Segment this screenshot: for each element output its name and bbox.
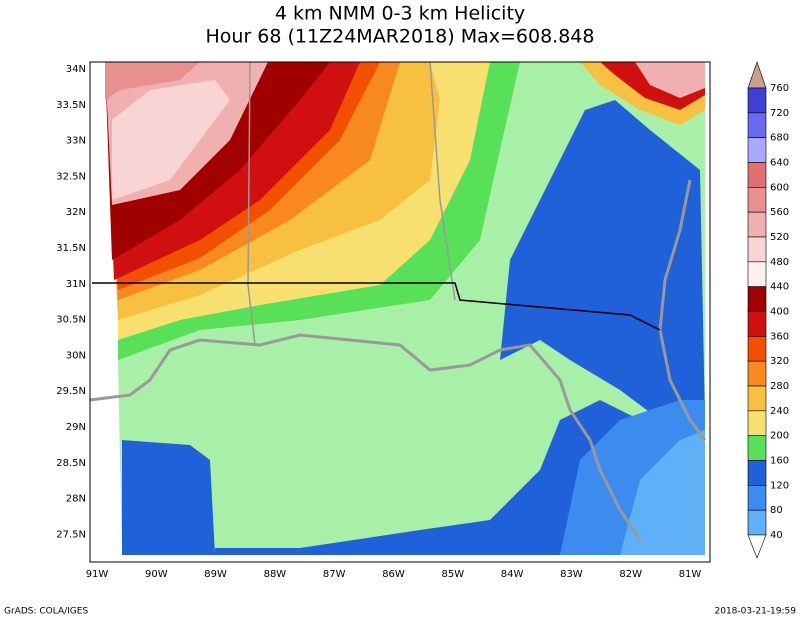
- colorbar-label: 320: [770, 356, 789, 367]
- latitude-label: 30N: [66, 350, 86, 361]
- latitude-label: 29N: [66, 422, 86, 433]
- colorbar-label: 760: [770, 83, 789, 94]
- colorbar-label: 40: [770, 530, 783, 541]
- colorbar-cap: [747, 61, 767, 89]
- coastline-gulf: [89, 333, 642, 541]
- colorbar-box: [747, 336, 767, 362]
- latitude-label: 33.5N: [56, 100, 86, 111]
- colorbar-label: 120: [770, 480, 789, 491]
- longitude-label: 86W: [382, 569, 405, 580]
- colorbar-box: [747, 236, 767, 263]
- colorbar-box: [747, 286, 767, 312]
- latitude-label: 28.5N: [56, 458, 86, 469]
- longitude-label: 91W: [86, 569, 109, 580]
- colorbar-box: [747, 261, 767, 287]
- latitude-label: 32.5N: [56, 171, 86, 182]
- subtitle: Hour 68 (11Z24MAR2018) Max=608.848: [206, 26, 595, 48]
- colorbar-label: 520: [770, 232, 789, 243]
- colorbar-label: 440: [770, 282, 789, 293]
- field-blue-west: [122, 440, 215, 555]
- field-blue-south: [215, 400, 640, 555]
- longitude-label: 82W: [619, 569, 642, 580]
- latitude-label: 28N: [66, 494, 86, 505]
- longitude-label: 83W: [560, 569, 583, 580]
- colorbar-label: 80: [770, 505, 783, 516]
- colorbar-box: [747, 509, 767, 536]
- colorbar-label: 480: [770, 257, 789, 268]
- colorbar-label: 280: [770, 381, 789, 392]
- field-blue-east: [500, 100, 705, 420]
- colorbar-label: 600: [770, 182, 789, 193]
- footer-left: GrADS: COLA/IGES: [4, 607, 88, 617]
- colorbar-label: 720: [770, 108, 789, 119]
- colorbar-box: [747, 137, 767, 163]
- longitude-label: 90W: [145, 569, 168, 580]
- colorbar-box: [747, 385, 767, 412]
- latitude-label: 31N: [66, 279, 86, 290]
- colorbar-box: [747, 211, 767, 238]
- colorbar-label: 360: [770, 331, 789, 342]
- footer-right: 2018-03-21-19:59: [715, 607, 797, 617]
- longitude-label: 85W: [441, 569, 464, 580]
- colorbar-box: [747, 162, 767, 188]
- latitude-label: 29.5N: [56, 386, 86, 397]
- colorbar-cap: [747, 534, 767, 559]
- longitude-label: 89W: [204, 569, 227, 580]
- colorbar-box: [747, 485, 767, 511]
- colorbar-label: 640: [770, 158, 789, 169]
- latitude-label: 31.5N: [56, 243, 86, 254]
- title: 4 km NMM 0-3 km Helicity: [275, 3, 525, 25]
- colorbar-box: [747, 435, 767, 461]
- field-ne-pink: [635, 62, 705, 98]
- latitude-label: 32N: [66, 207, 86, 218]
- colorbar-label: 400: [770, 307, 789, 318]
- longitude-label: 81W: [679, 569, 702, 580]
- latitude-label: 30.5N: [56, 315, 86, 326]
- longitude-label: 88W: [264, 569, 287, 580]
- longitude-label: 87W: [323, 569, 346, 580]
- latitude-label: 34N: [66, 64, 86, 75]
- colorbar-box: [747, 112, 767, 138]
- colorbar-label: 200: [770, 431, 789, 442]
- state-border: [92, 282, 661, 331]
- colorbar-box: [747, 360, 767, 387]
- colorbar-box: [747, 410, 767, 436]
- colorbar-box: [747, 460, 767, 486]
- map-field: [89, 61, 711, 563]
- colorbar-label: 240: [770, 406, 789, 417]
- colorbar-box: [747, 187, 767, 213]
- colorbar-label: 160: [770, 456, 789, 467]
- colorbar-box: [747, 311, 767, 337]
- latitude-label: 33N: [66, 136, 86, 147]
- map-frame: [89, 61, 711, 563]
- colorbar-label: 680: [770, 133, 789, 144]
- field-light-blue: [620, 430, 705, 555]
- longitude-label: 84W: [501, 569, 524, 580]
- field-pink-dark: [105, 62, 200, 100]
- state-line: [429, 61, 456, 301]
- state-line: [247, 61, 256, 346]
- colorbar-box: [747, 87, 767, 114]
- field-light-pink: [112, 80, 230, 200]
- latitude-label: 27.5N: [56, 529, 86, 540]
- colorbar-label: 560: [770, 207, 789, 218]
